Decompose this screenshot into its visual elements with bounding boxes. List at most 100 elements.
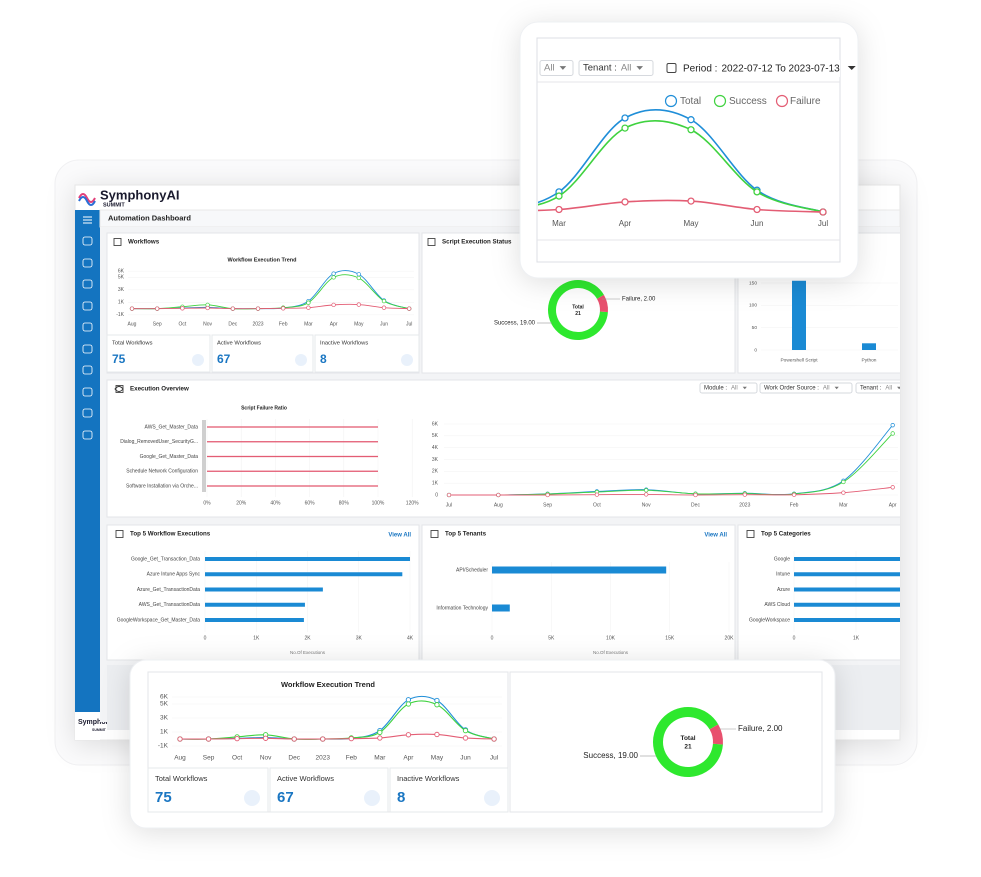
point xyxy=(205,305,210,311)
filter-value: All xyxy=(544,63,555,74)
x-tick-label: Feb xyxy=(346,755,358,762)
x-tick-label: 10K xyxy=(606,635,616,641)
nav-icon[interactable] xyxy=(82,322,93,332)
nav-icon[interactable] xyxy=(82,344,93,354)
filter[interactable] xyxy=(539,60,574,76)
stat-label: Active Workflows xyxy=(277,774,334,783)
brand-name: SymphonyAI xyxy=(78,719,121,726)
page-title: Automation Dashboard xyxy=(108,213,191,222)
bar xyxy=(207,455,378,458)
x-tick-label: 0 xyxy=(204,635,207,641)
stat-value: 8 xyxy=(397,789,405,806)
panel xyxy=(421,524,736,661)
zoom-panel xyxy=(509,671,823,813)
filter-value: All xyxy=(621,63,632,74)
point xyxy=(407,306,412,311)
filter-label: Period : xyxy=(683,64,717,75)
view-all-link[interactable]: View All xyxy=(388,533,411,539)
nav-icon[interactable] xyxy=(82,408,93,418)
dashboard-content: SymphonyAISUMMITSymphonyAISUMMITAutomati… xyxy=(75,187,908,740)
brand-tagline: SUMMIT xyxy=(103,202,125,208)
x-tick-label: Aug xyxy=(174,755,186,762)
nav-icon[interactable] xyxy=(82,365,93,375)
stat-card xyxy=(147,767,269,813)
point xyxy=(621,198,629,206)
dropdown-caret xyxy=(897,386,900,390)
y-tick-label: 3K xyxy=(160,715,169,722)
panel-icon xyxy=(113,238,122,246)
nav-icon[interactable] xyxy=(82,301,93,311)
stat-label: Inactive Workflows xyxy=(397,774,460,783)
point xyxy=(177,736,183,742)
y-tick-label: 2K xyxy=(432,469,439,475)
bar xyxy=(792,280,806,350)
dropdown-caret xyxy=(834,386,839,390)
donut-center-label: Total xyxy=(680,735,695,742)
point xyxy=(377,735,383,741)
nav-icon[interactable] xyxy=(82,430,93,440)
category-label: Azure xyxy=(777,587,790,593)
nav-icon[interactable] xyxy=(82,279,93,289)
y-tick-label: 3K xyxy=(118,287,125,293)
x-tick-label: Apr xyxy=(403,755,414,762)
stat-value: 75 xyxy=(155,789,172,806)
series-line xyxy=(538,199,824,213)
filter-value: All xyxy=(731,386,738,392)
point xyxy=(753,205,761,214)
donut-total: 21 xyxy=(575,311,581,317)
legend-label: Failure xyxy=(790,96,821,107)
x-tick-label: 2023 xyxy=(739,502,750,508)
y-tick-label: 1K xyxy=(160,729,169,736)
filter[interactable] xyxy=(855,382,908,394)
x-tick-label: May xyxy=(683,219,698,228)
point xyxy=(405,697,412,703)
period-filter[interactable] xyxy=(660,60,840,77)
point xyxy=(331,271,336,276)
x-tick-label: 60% xyxy=(305,500,316,506)
legend-marker xyxy=(775,94,789,108)
point xyxy=(462,735,469,741)
point xyxy=(594,492,600,497)
nav-icon[interactable] xyxy=(82,236,93,246)
point xyxy=(753,188,761,196)
bar xyxy=(794,557,900,561)
point xyxy=(890,431,895,436)
x-tick-label: May xyxy=(354,321,364,327)
x-tick-label: 5K xyxy=(548,635,555,641)
x-tick-label: 0 xyxy=(491,635,494,641)
filter-label: Tenant : xyxy=(860,386,882,392)
point xyxy=(687,197,695,205)
x-tick-label: Nov xyxy=(260,755,272,762)
filter[interactable] xyxy=(759,382,853,394)
x-tick-label: Nov xyxy=(203,321,212,327)
bar xyxy=(207,441,378,443)
nav-icon[interactable] xyxy=(82,387,93,397)
filter[interactable] xyxy=(578,60,654,76)
point xyxy=(491,736,497,742)
point xyxy=(687,126,695,134)
category-label: AWS_Get_TransactionData xyxy=(139,602,201,608)
point xyxy=(155,306,160,311)
bar xyxy=(862,343,876,350)
panel-icon xyxy=(430,530,439,538)
x-tick-label: 3K xyxy=(356,635,363,641)
nav-icon[interactable] xyxy=(82,258,93,268)
stat-value: 8 xyxy=(320,352,327,366)
panel-title: Top 5 Tenants xyxy=(445,531,487,538)
y-tick-label: 6K xyxy=(432,421,439,427)
axis-title: No.Of Executions xyxy=(290,650,326,655)
stat-icon xyxy=(484,790,500,806)
filter[interactable] xyxy=(699,382,758,394)
point xyxy=(356,272,361,277)
bar xyxy=(794,587,900,592)
y-tick-label: 3K xyxy=(432,457,439,463)
view-all-link[interactable]: View All xyxy=(704,533,727,539)
category-label: Google_Get_Master_Data xyxy=(140,454,199,460)
category-label: Google xyxy=(774,556,790,562)
x-tick-label: 1K xyxy=(853,635,860,641)
category-label: GoogleWorkspace_Get_Master_Data xyxy=(117,617,201,623)
point xyxy=(644,488,649,493)
x-tick-label: Powershell Script xyxy=(780,357,818,363)
filter-value: 2022-07-12 To 2023-07-13 xyxy=(721,64,840,75)
point xyxy=(742,492,747,497)
